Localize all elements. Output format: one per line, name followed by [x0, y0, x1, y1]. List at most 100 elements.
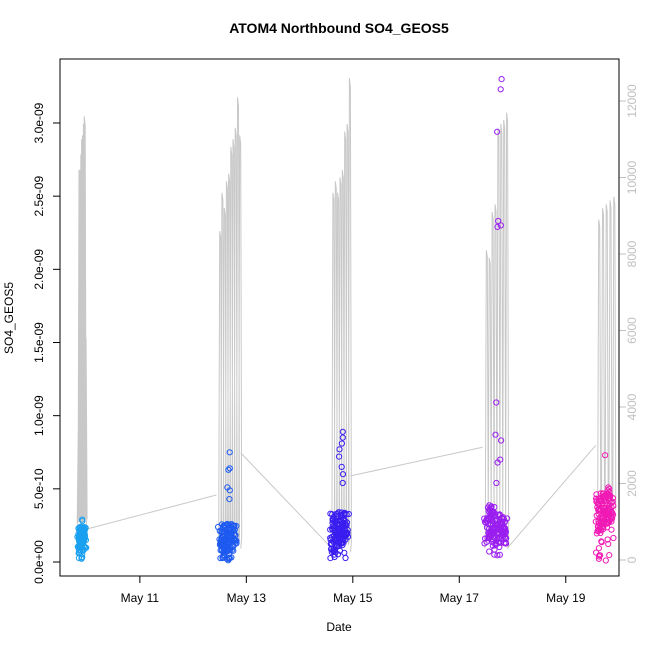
data-point [605, 540, 612, 548]
y-tick-label: 1.5e-09 [32, 322, 46, 363]
data-point [79, 532, 87, 539]
data-point [494, 459, 501, 466]
data-point [498, 437, 505, 444]
altitude-connector-line [240, 452, 329, 546]
y2-tick-label: 6000 [625, 317, 639, 344]
x-tick-label: May 17 [440, 591, 480, 605]
data-point [503, 540, 510, 547]
data-point [345, 533, 352, 540]
data-point [225, 466, 232, 473]
data-point [494, 223, 501, 230]
y2-tick-label: 0 [625, 556, 639, 563]
data-point [340, 536, 347, 543]
data-point [228, 554, 235, 561]
data-point [593, 491, 600, 498]
data-point [226, 465, 233, 472]
data-point [497, 86, 504, 93]
y-axis-label: SO4_GEOS5 [2, 282, 16, 354]
data-point [345, 510, 352, 518]
data-point [606, 485, 613, 492]
data-point [336, 446, 343, 453]
data-point [491, 504, 498, 511]
data-point [493, 399, 500, 406]
data-point [79, 517, 86, 525]
data-point [492, 431, 499, 438]
data-point [230, 527, 237, 534]
data-point [597, 552, 604, 559]
data-point [602, 452, 609, 459]
data-point [336, 453, 343, 460]
data-point [598, 538, 605, 545]
altitude-connector-line [350, 446, 483, 477]
data-point [504, 515, 511, 522]
data-point [220, 554, 227, 561]
altitude-connector-line [85, 494, 217, 530]
data-point [341, 511, 348, 518]
y2-tick-label: 2000 [625, 470, 639, 497]
plot-frame [59, 58, 620, 577]
data-point [600, 524, 607, 531]
data-point [343, 522, 350, 529]
data-point [595, 555, 603, 562]
data-point [486, 548, 493, 555]
data-point [229, 546, 236, 553]
data-point [596, 553, 603, 560]
data-point [342, 554, 349, 562]
data-point [232, 539, 239, 546]
data-point [226, 487, 233, 494]
data-point [610, 502, 617, 509]
data-point [343, 511, 350, 518]
data-point [602, 557, 609, 564]
data-point [495, 217, 502, 225]
data-point [226, 496, 233, 503]
y2-tick-label: 4000 [625, 393, 639, 420]
data-point [501, 529, 508, 536]
data-point [494, 128, 501, 135]
y-tick-label: 5.0e-10 [32, 468, 46, 509]
data-point [604, 536, 611, 543]
data-point [230, 547, 237, 554]
data-point [494, 552, 501, 559]
y-tick-label: 2.0e-09 [32, 249, 46, 290]
data-point [608, 526, 615, 533]
data-point [78, 542, 86, 550]
data-point [343, 519, 351, 526]
x-tick-label: May 19 [546, 591, 586, 605]
data-point [78, 526, 85, 533]
data-point [339, 471, 347, 478]
data-point [606, 552, 613, 559]
x-tick-label: May 13 [227, 591, 267, 605]
y-tick-label: 2.5e-09 [32, 176, 46, 217]
y2-tick-label: 8000 [625, 240, 639, 267]
altitude-line-segment [596, 196, 617, 511]
data-point [609, 498, 616, 505]
x-axis-label: Date [326, 620, 352, 634]
data-point [78, 554, 86, 561]
data-point [339, 428, 346, 435]
data-point [604, 487, 611, 494]
data-point [219, 554, 226, 562]
data-point [609, 510, 616, 517]
y-tick-label: 3.0e-09 [32, 102, 46, 143]
data-point [226, 449, 233, 456]
data-point [605, 519, 612, 526]
data-point [595, 545, 603, 552]
data-point [607, 513, 615, 520]
altitude-line-segment [76, 116, 88, 530]
data-point [488, 503, 495, 510]
data-point [327, 555, 334, 562]
points-layer [74, 76, 617, 564]
data-point [609, 495, 617, 502]
y2-tick-label: 10000 [625, 160, 639, 194]
data-point [344, 529, 351, 537]
data-point [339, 434, 346, 441]
data-point [605, 484, 612, 491]
data-point [491, 546, 498, 553]
data-point [498, 76, 505, 83]
data-point [496, 551, 503, 558]
data-point [610, 534, 617, 542]
altitude-connector-line [506, 444, 597, 549]
y2-tick-label: 12000 [625, 84, 639, 118]
